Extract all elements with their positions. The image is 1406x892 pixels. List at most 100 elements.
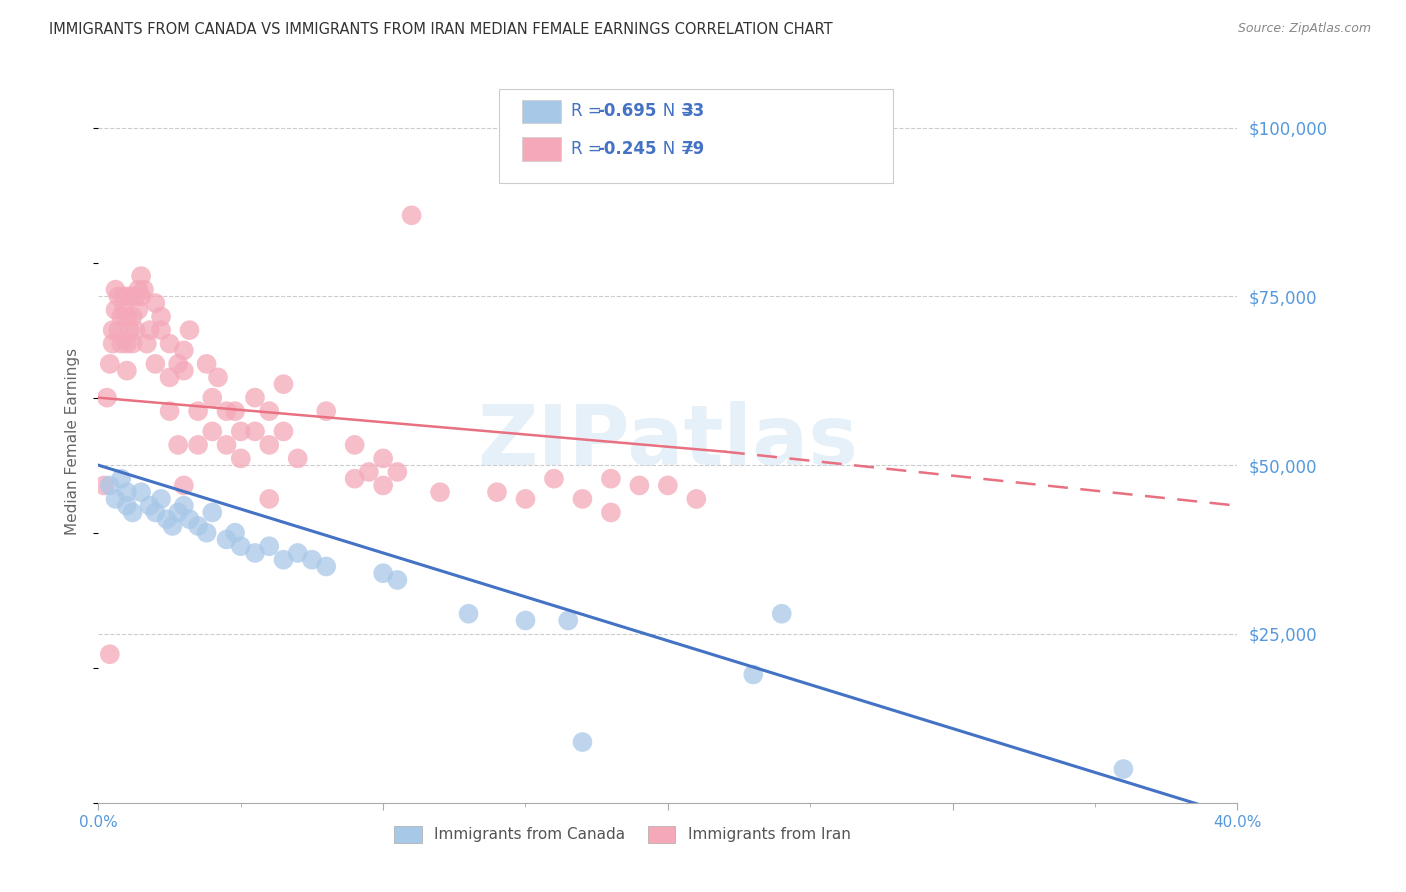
Text: Source: ZipAtlas.com: Source: ZipAtlas.com	[1237, 22, 1371, 36]
Point	[387, 465, 409, 479]
Point	[243, 425, 266, 439]
Point	[96, 391, 118, 405]
Point	[215, 404, 238, 418]
Point	[215, 438, 238, 452]
Point	[150, 310, 173, 324]
Point	[156, 512, 179, 526]
Point	[195, 525, 218, 540]
Point	[110, 310, 132, 324]
Point	[343, 472, 366, 486]
Point	[373, 566, 395, 581]
Point	[515, 614, 537, 628]
Text: N =: N =	[647, 140, 699, 158]
Text: 33: 33	[682, 103, 706, 120]
Point	[215, 533, 238, 547]
Point	[301, 552, 323, 566]
Point	[112, 289, 135, 303]
Point	[101, 336, 124, 351]
Point	[104, 302, 127, 317]
Text: R =: R =	[571, 103, 607, 120]
Point	[259, 539, 281, 553]
Point	[273, 552, 295, 566]
Point	[387, 573, 409, 587]
Point	[243, 391, 266, 405]
Point	[173, 364, 195, 378]
Point	[167, 438, 190, 452]
Point	[98, 478, 121, 492]
Point	[145, 505, 167, 519]
Point	[201, 425, 224, 439]
Point	[101, 323, 124, 337]
Point	[187, 404, 209, 418]
Point	[628, 478, 651, 492]
Point	[135, 336, 157, 351]
Point	[195, 357, 218, 371]
Point	[600, 505, 623, 519]
Point	[243, 546, 266, 560]
Point	[224, 525, 246, 540]
Legend: Immigrants from Canada, Immigrants from Iran: Immigrants from Canada, Immigrants from …	[388, 820, 856, 849]
Point	[401, 208, 423, 222]
Point	[571, 491, 593, 506]
Point	[127, 283, 149, 297]
Point	[150, 491, 173, 506]
Point	[1112, 762, 1135, 776]
Point	[121, 310, 143, 324]
Point	[104, 283, 127, 297]
Point	[273, 377, 295, 392]
Text: 79: 79	[682, 140, 706, 158]
Point	[357, 465, 380, 479]
Point	[207, 370, 229, 384]
Point	[201, 391, 224, 405]
Point	[115, 485, 138, 500]
Point	[129, 289, 152, 303]
Point	[229, 425, 252, 439]
Point	[145, 357, 167, 371]
Point	[571, 735, 593, 749]
Point	[373, 451, 395, 466]
Point	[173, 343, 195, 358]
Point	[118, 289, 141, 303]
Point	[115, 310, 138, 324]
Point	[657, 478, 679, 492]
Point	[121, 505, 143, 519]
Point	[110, 472, 132, 486]
Point	[173, 499, 195, 513]
Point	[104, 491, 127, 506]
Point	[187, 438, 209, 452]
Point	[115, 364, 138, 378]
Point	[159, 404, 181, 418]
Point	[162, 519, 184, 533]
Point	[224, 404, 246, 418]
Point	[159, 336, 181, 351]
Point	[167, 505, 190, 519]
Point	[315, 559, 337, 574]
Point	[343, 438, 366, 452]
Point	[600, 472, 623, 486]
Point	[259, 491, 281, 506]
Point	[110, 336, 132, 351]
Text: ZIPatlas: ZIPatlas	[478, 401, 858, 482]
Point	[742, 667, 765, 681]
Point	[115, 499, 138, 513]
Point	[457, 607, 479, 621]
Point	[486, 485, 509, 500]
Point	[179, 323, 201, 337]
Point	[167, 357, 190, 371]
Point	[173, 478, 195, 492]
Text: -0.695: -0.695	[598, 103, 657, 120]
Text: N =: N =	[647, 103, 699, 120]
Point	[98, 647, 121, 661]
Point	[129, 269, 152, 284]
Point	[373, 478, 395, 492]
Point	[129, 485, 152, 500]
Text: -0.245: -0.245	[598, 140, 657, 158]
Point	[229, 539, 252, 553]
Point	[429, 485, 451, 500]
Point	[127, 302, 149, 317]
Text: R =: R =	[571, 140, 607, 158]
Point	[150, 323, 173, 337]
Point	[138, 499, 160, 513]
Point	[287, 546, 309, 560]
Point	[118, 323, 141, 337]
